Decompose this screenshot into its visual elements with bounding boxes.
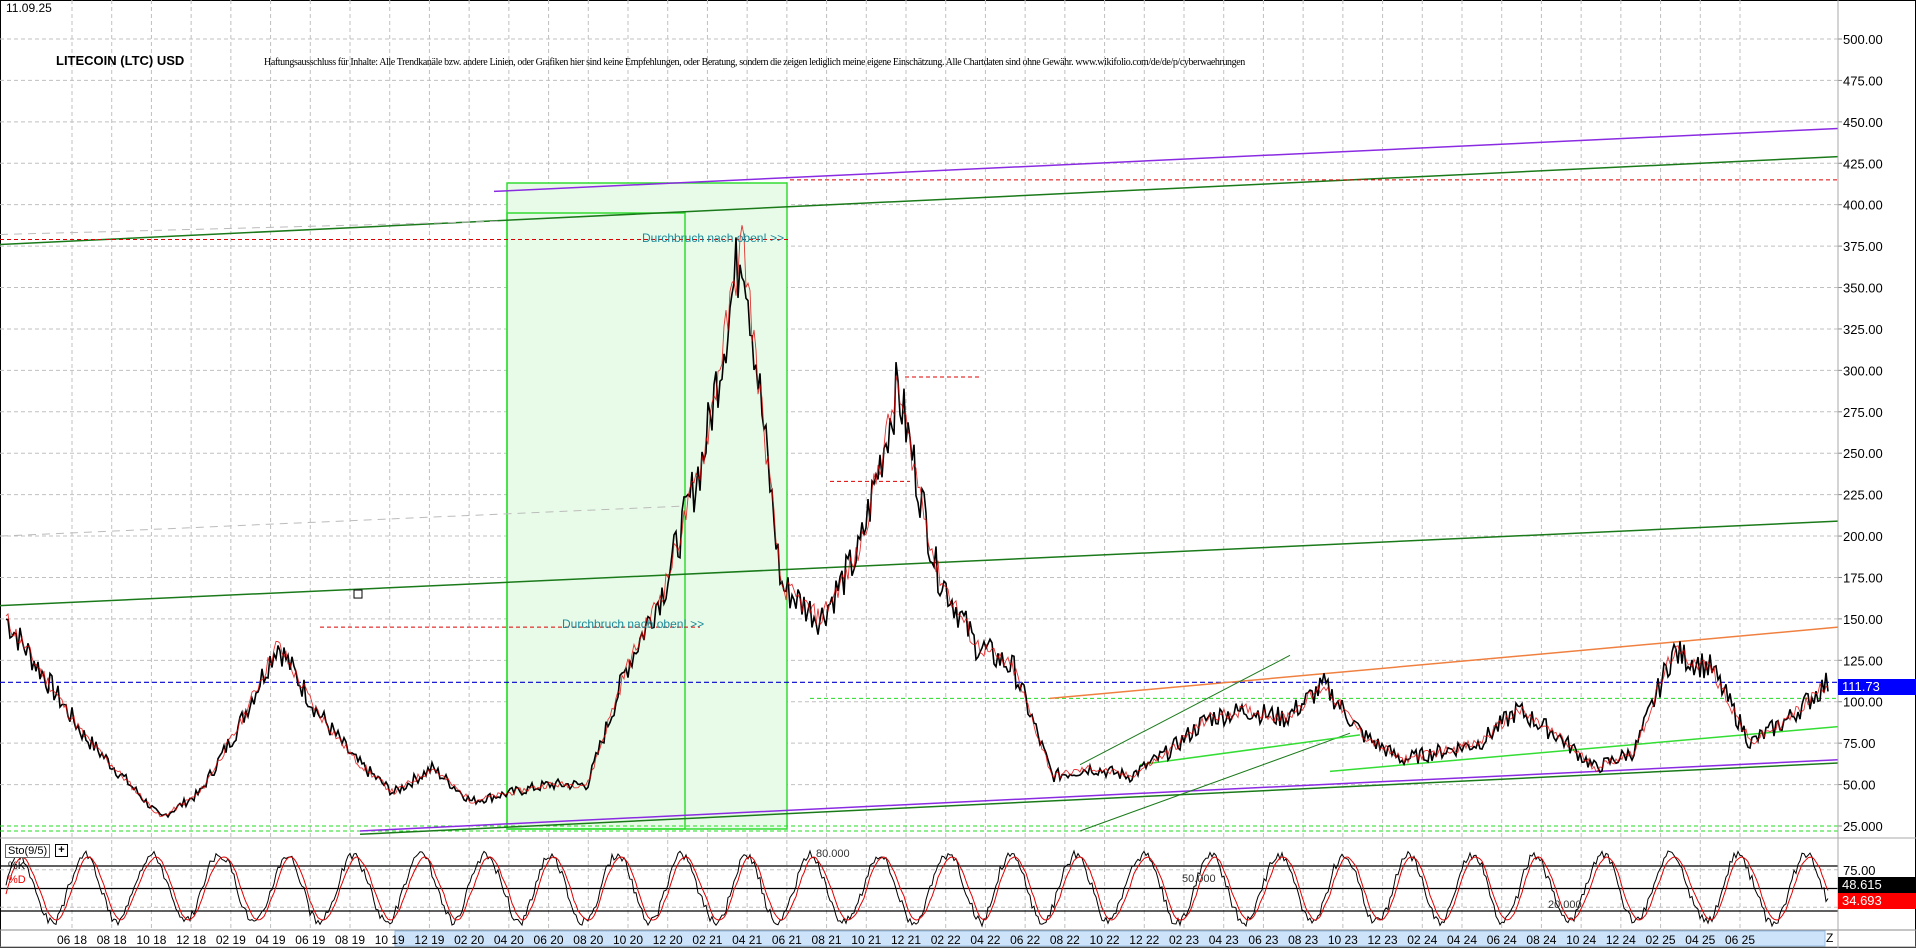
zoom-button[interactable]: Z [1826,931,1834,945]
date-tick-label: 04 25 [1685,933,1715,947]
date-tick-label: 08 19 [335,933,365,947]
trend-lines [0,127,1839,836]
date-tick-label: 10 19 [375,933,405,947]
date-tick-label: 10 23 [1328,933,1358,947]
date-tick-label: 02 19 [216,933,246,947]
date-tick-label: 08 23 [1288,933,1318,947]
expand-indicator-button[interactable]: + [55,844,68,857]
price-tick-label: 125.00 [1843,653,1883,668]
date-tick-label: 12 19 [414,933,444,947]
date-tick-label: 10 22 [1090,933,1120,947]
level-80-label: 80.000 [816,848,850,860]
price-tick-label: 475.00 [1843,73,1883,88]
date-tick-label: 12 22 [1129,933,1159,947]
price-tick-label: 225.00 [1843,488,1883,503]
date-tick-label: 04 22 [970,933,1000,947]
date-tick-label: 12 23 [1368,933,1398,947]
date-tick-label: 10 24 [1566,933,1596,947]
price-tick-label: 25.000 [1843,819,1883,834]
date-tick-label: 02 20 [454,933,484,947]
date-tick-label: 08 18 [97,933,127,947]
date-tick-label: 10 21 [851,933,881,947]
date-tick-label: 06 18 [57,933,87,947]
price-tick-label: 200.00 [1843,529,1883,544]
grid-lines [0,0,1838,947]
price-series [5,225,1829,819]
k-line-label: %K [8,860,26,872]
date-tick-label: 02 25 [1646,933,1676,947]
date-tick-label: 08 24 [1526,933,1556,947]
price-tick-label: 450.00 [1843,115,1883,130]
price-tick-label: 375.00 [1843,239,1883,254]
price-tick-label: 250.00 [1843,446,1883,461]
date-tick-label: 08 21 [812,933,842,947]
date-tick-label: 06 19 [295,933,325,947]
date-tick-label: 08 20 [573,933,603,947]
date-tick-label: 04 19 [256,933,286,947]
chart-title: LITECOIN (LTC) USD [56,53,185,68]
highlight-rectangles [506,182,788,830]
price-tick-label: 400.00 [1843,198,1883,213]
stochastic-indicator-label[interactable]: Sto(9/5) [5,844,51,858]
date-tick-label: 12 21 [891,933,921,947]
price-tick-label: 175.00 [1843,570,1883,585]
date-tick-label: 04 20 [494,933,524,947]
date-tick-label: 12 18 [176,933,206,947]
date-tick-label: 12 20 [653,933,683,947]
d-value-tag: 34.693 [1838,893,1916,909]
date-tick-label: 04 24 [1447,933,1477,947]
date-tick-label: 06 24 [1487,933,1517,947]
price-tick-label: 75.00 [1843,736,1876,751]
price-tick-label: 150.00 [1843,612,1883,627]
date-tick-label: 04 21 [732,933,762,947]
date-tick-label: 02 21 [692,933,722,947]
date-tick-label: 06 25 [1725,933,1755,947]
date-tick-label: 04 23 [1209,933,1239,947]
k-value-tag: 48.615 [1838,877,1916,893]
date-tick-label: 06 20 [534,933,564,947]
annotation-breakout-upper: Durchbruch nach oben! >> [642,231,785,245]
date-tick-label: 06 21 [772,933,802,947]
chart-date: 11.09.25 [6,1,52,15]
date-tick-label: 02 24 [1407,933,1437,947]
date-tick-label: 02 22 [931,933,961,947]
date-tick-label: 02 23 [1169,933,1199,947]
price-tick-label: 50.00 [1843,778,1876,793]
date-tick-label: 08 22 [1050,933,1080,947]
current-price-tag: 111.73 [1838,679,1916,695]
price-tick-label: 275.00 [1843,405,1883,420]
price-tick-label: 425.00 [1843,156,1883,171]
d-line-label: %D [8,874,26,886]
price-tick-label: 325.00 [1843,322,1883,337]
annotation-breakout-lower: Durchbruch nach oben! >> [562,617,705,631]
stochastic-series [0,849,1838,928]
price-tick-label: 500.00 [1843,32,1883,47]
sto-tick-75: 75.00 [1843,863,1876,878]
date-tick-label: 12 24 [1606,933,1636,947]
disclaimer-text: Haftungsausschluss für Inhalte: Alle Tre… [264,57,1245,68]
date-tick-label: 10 20 [613,933,643,947]
price-tick-label: 100.00 [1843,695,1883,710]
date-tick-label: 06 22 [1010,933,1040,947]
date-tick-label: 10 18 [136,933,166,947]
level-50-label: 50.000 [1182,873,1216,885]
date-tick-label: 06 23 [1248,933,1278,947]
price-tick-label: 300.00 [1843,363,1883,378]
price-tick-label: 350.00 [1843,281,1883,296]
level-20-label: 20.000 [1548,899,1582,911]
